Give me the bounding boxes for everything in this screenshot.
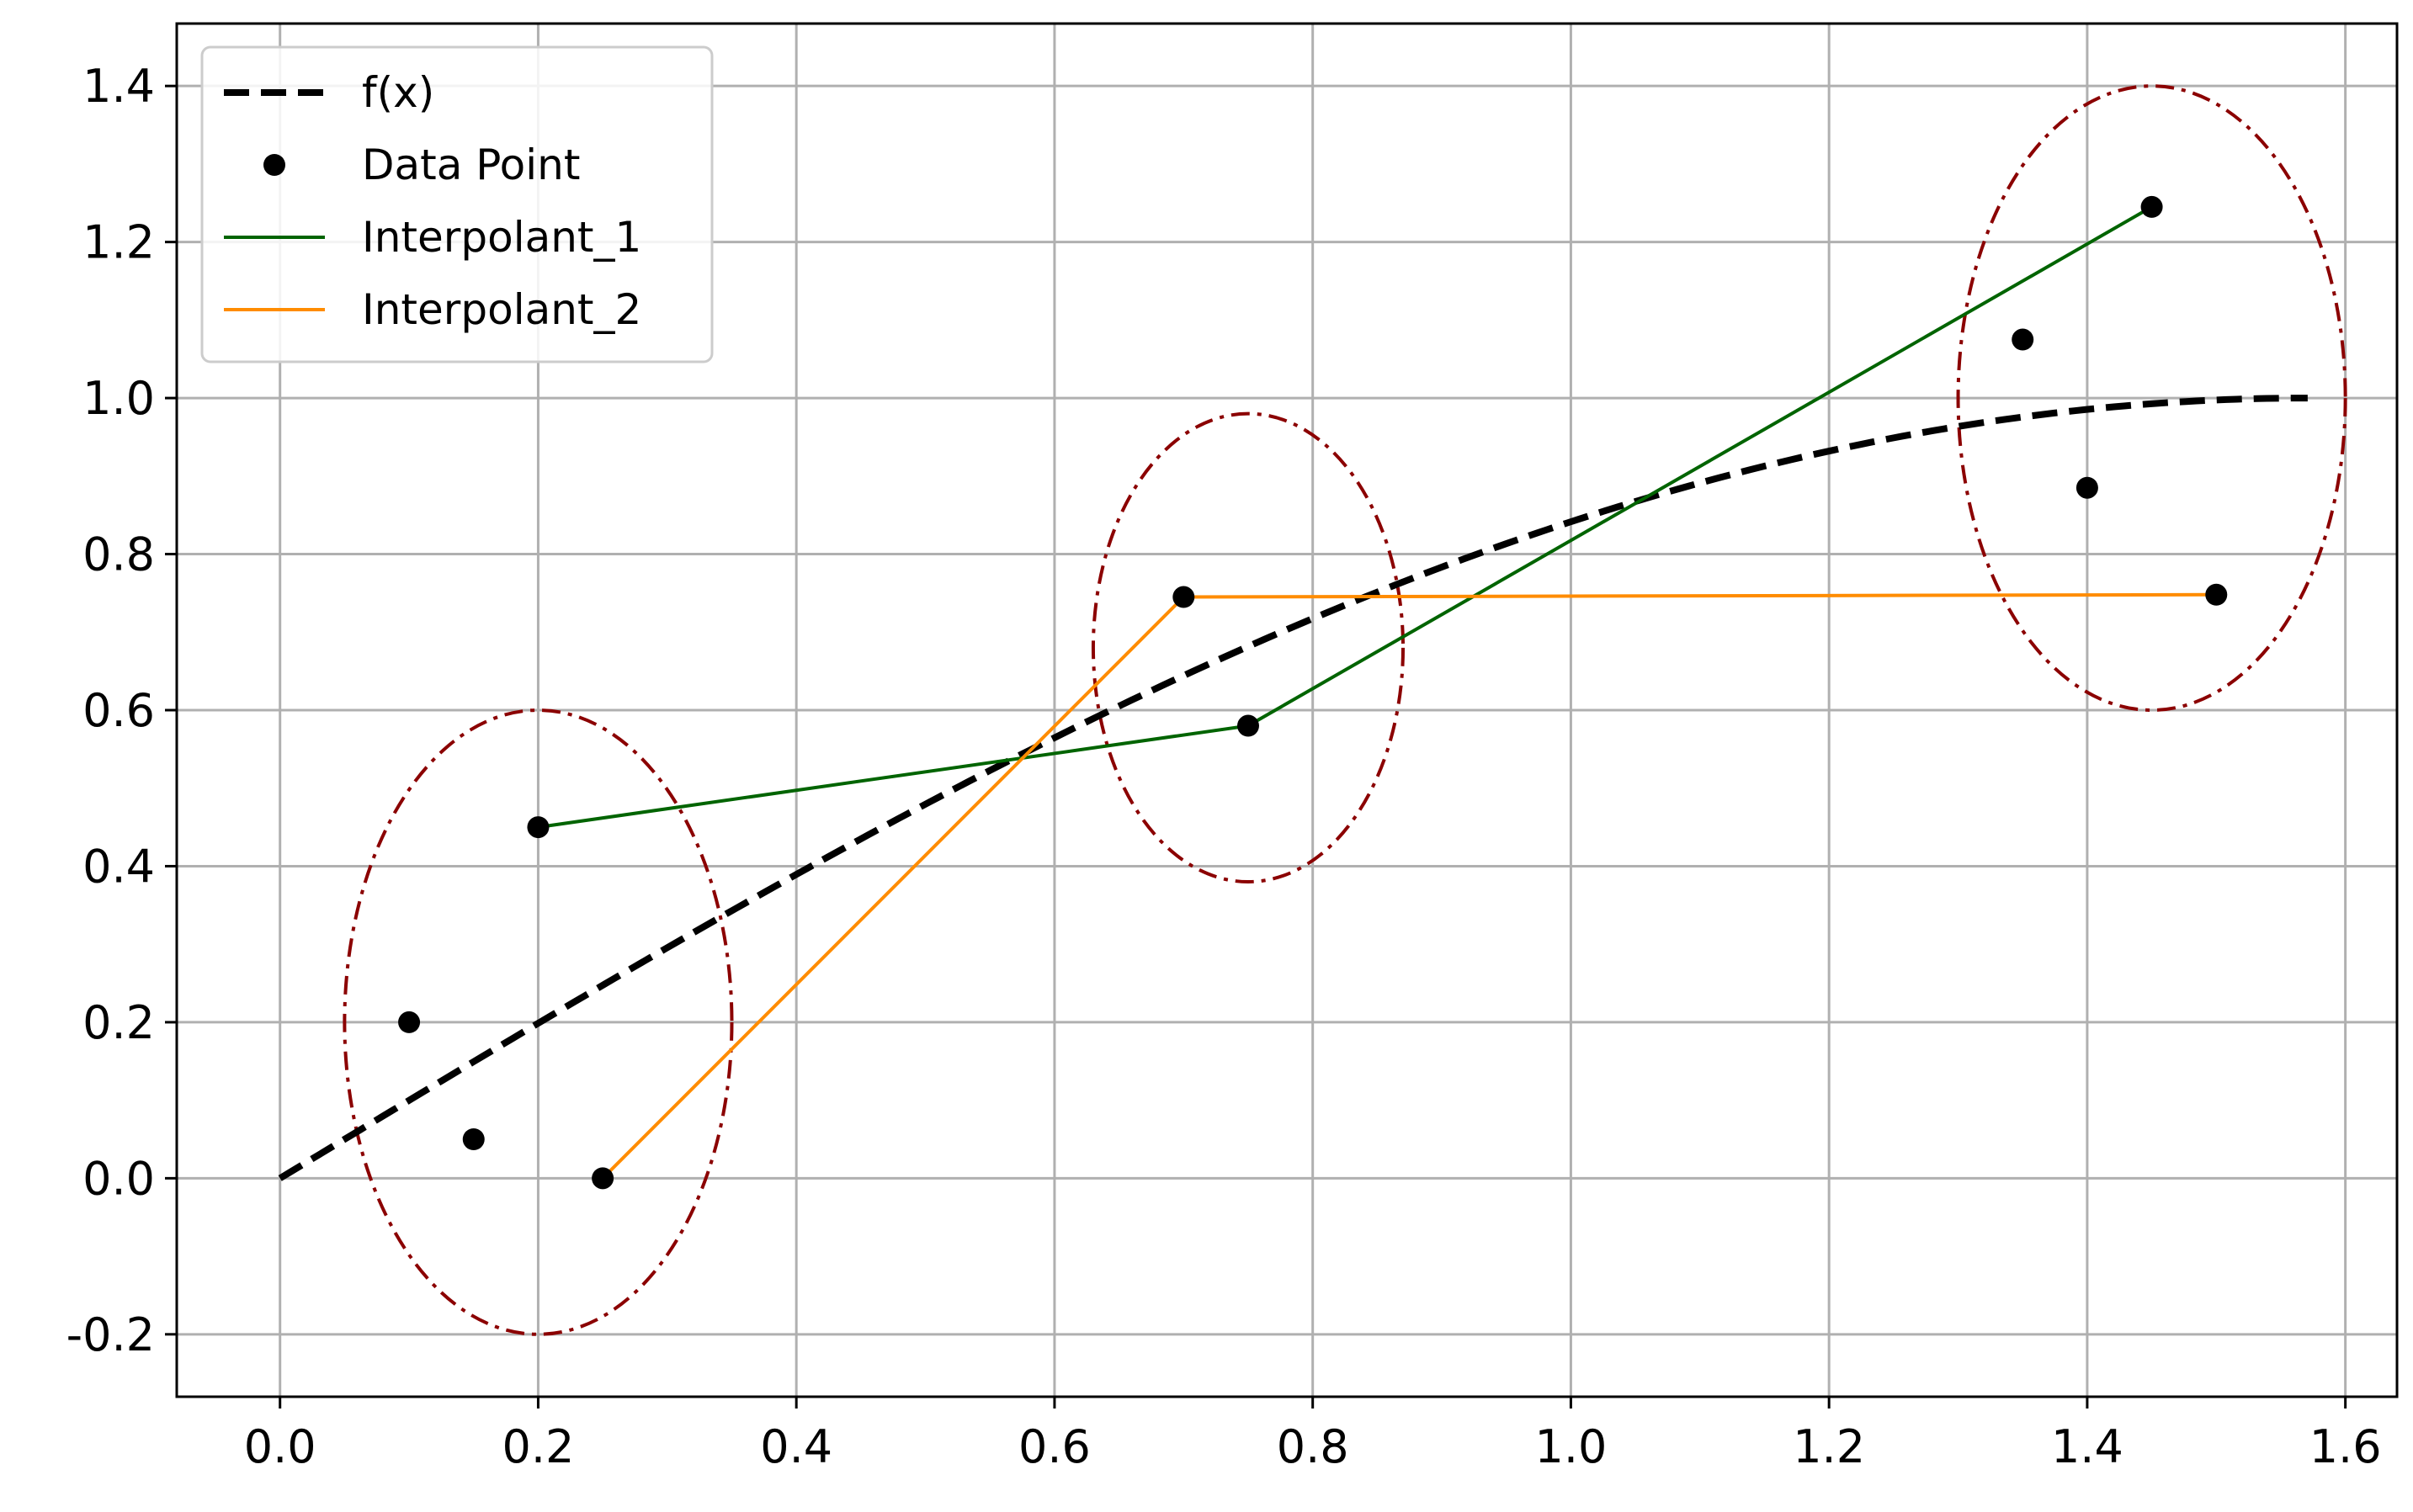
x-tick-label: 0.0	[244, 1420, 316, 1473]
annotation-ellipse	[1956, 84, 2347, 712]
x-tick-label: 1.4	[2051, 1420, 2123, 1473]
x-tick-label: 0.2	[502, 1420, 574, 1473]
data-point	[462, 1128, 485, 1150]
x-tick-label: 0.8	[1277, 1420, 1349, 1473]
data-point	[527, 816, 550, 839]
annotation-ellipse	[343, 708, 734, 1336]
y-tick-label: 0.2	[82, 996, 155, 1049]
x-tick-label: 1.6	[2309, 1420, 2382, 1473]
series-line-f-x	[278, 395, 2308, 1181]
annotation-ellipse	[1091, 411, 1406, 883]
legend-label-interpolant-1: Interpolant_1	[362, 213, 641, 262]
x-tick-label: 0.4	[760, 1420, 832, 1473]
axis-ticks: 0.0 0.2 0.4 0.6 0.8 1.0 1.2 1.4 1.6 -0.2 0.0 0.2 0.4…	[66, 60, 2382, 1473]
x-tick-label: 0.6	[1018, 1420, 1091, 1473]
y-tick-label: 0.8	[82, 528, 155, 581]
legend-handle-data-point	[263, 154, 285, 176]
data-point	[398, 1011, 421, 1033]
x-tick-label: 1.2	[1793, 1420, 1865, 1473]
y-tick-label: 1.0	[82, 372, 155, 425]
y-tick-label: 0.4	[82, 840, 155, 893]
x-tick-label: 1.0	[1534, 1420, 1607, 1473]
legend-box	[200, 45, 714, 363]
y-tick-label: 0.6	[82, 684, 155, 737]
ellipse-annotations	[343, 84, 2347, 1336]
data-point	[2075, 476, 2098, 499]
legend-label-data-point: Data Point	[362, 141, 580, 189]
data-point	[2205, 583, 2228, 606]
grid	[177, 24, 2397, 1397]
data-point	[2140, 195, 2163, 218]
y-tick-label: 0.0	[82, 1152, 155, 1205]
data-point	[2012, 328, 2034, 351]
data-point	[1236, 714, 1259, 737]
data-point	[1172, 586, 1195, 608]
y-tick-label: -0.2	[66, 1308, 155, 1361]
legend: f(x) Data Point Interpolant_1 Interpolant_2	[200, 45, 714, 363]
data-point	[592, 1167, 614, 1190]
y-tick-label: 1.2	[82, 216, 155, 269]
plot-series	[278, 195, 2308, 1190]
y-tick-label: 1.4	[82, 60, 155, 113]
legend-label-interpolant-2: Interpolant_2	[362, 285, 641, 334]
legend-label-f-x: f(x)	[362, 68, 434, 117]
